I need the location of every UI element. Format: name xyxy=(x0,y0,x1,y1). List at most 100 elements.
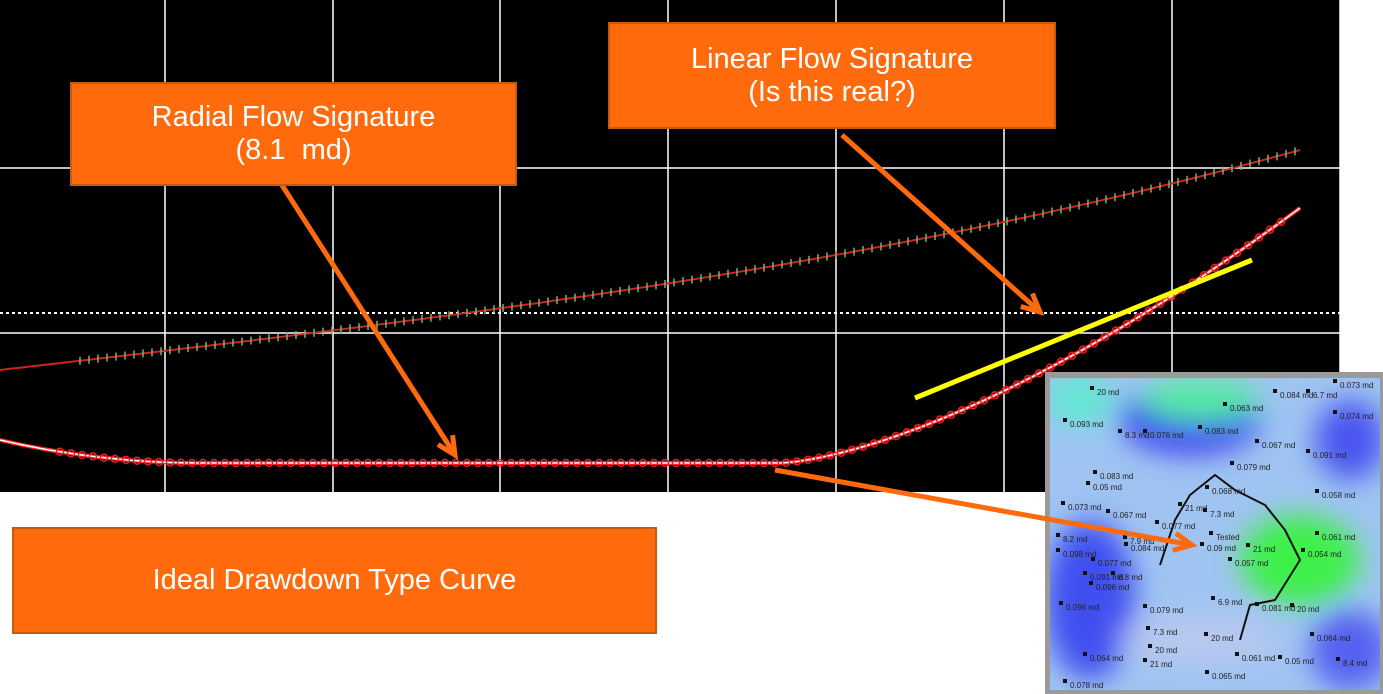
lower-marker xyxy=(869,439,879,448)
lower-marker xyxy=(55,447,65,456)
lower-marker xyxy=(66,449,76,458)
well-marker xyxy=(1273,389,1277,393)
map-label: 0.061 md xyxy=(1242,654,1275,663)
map-label: 8.8 md xyxy=(1118,573,1142,582)
lower-marker xyxy=(187,458,197,468)
well-marker xyxy=(1059,601,1063,605)
well-marker xyxy=(1315,489,1319,493)
map-label: 0.079 md xyxy=(1150,606,1183,615)
lower-marker xyxy=(770,458,780,468)
lower-marker xyxy=(451,458,461,468)
well-marker xyxy=(1143,604,1147,608)
lower-marker xyxy=(880,435,890,445)
well-marker xyxy=(1056,533,1060,537)
map-label: 0.078 md xyxy=(1070,681,1103,690)
lower-marker xyxy=(440,458,450,468)
well-marker xyxy=(1093,470,1097,474)
lower-marker xyxy=(781,458,791,467)
lower-marker xyxy=(462,458,472,468)
well-marker xyxy=(1278,655,1282,659)
lower-marker xyxy=(330,458,340,468)
lower-marker xyxy=(286,458,296,468)
well-marker xyxy=(1204,632,1208,636)
well-marker xyxy=(1209,531,1213,535)
map-label: 0.077 md xyxy=(1162,522,1195,531)
lower-marker xyxy=(1210,263,1220,273)
lower-marker xyxy=(1122,319,1132,329)
well-marker xyxy=(1230,461,1234,465)
lower-marker xyxy=(341,458,351,468)
map-label: 0.05 md xyxy=(1093,483,1122,492)
lower-marker xyxy=(121,455,131,465)
well-marker xyxy=(1083,571,1087,575)
arrow-shaft xyxy=(840,133,1042,314)
well-marker xyxy=(1290,603,1294,607)
map-label: 7.3 md xyxy=(1210,510,1234,519)
lower-marker xyxy=(946,410,956,420)
map-label: 0.096 md xyxy=(1096,583,1129,592)
fit-line xyxy=(914,257,1253,401)
callout-text: Ideal Drawdown Type Curve xyxy=(152,564,517,596)
well-marker xyxy=(1333,379,1337,383)
well-marker xyxy=(1223,402,1227,406)
callout-text: (Is this real?) xyxy=(748,75,916,108)
lower-marker xyxy=(561,458,571,468)
lower-marker xyxy=(902,427,912,437)
lower-marker xyxy=(550,458,560,468)
map-label: 21 md xyxy=(1185,504,1207,513)
upper-curve xyxy=(0,149,1301,371)
lower-marker xyxy=(605,458,615,468)
lower-marker xyxy=(792,457,802,466)
lower-marker xyxy=(506,458,516,468)
well-marker xyxy=(1200,542,1204,546)
map-label: 0.054 md xyxy=(1308,550,1341,559)
well-marker xyxy=(1306,389,1310,393)
callout: Linear Flow Signature (Is this real?) xyxy=(608,22,1056,129)
well-marker xyxy=(1246,543,1250,547)
well-marker xyxy=(1336,657,1340,661)
map-label: 21 md xyxy=(1150,660,1172,669)
lower-marker xyxy=(693,458,703,468)
well-marker xyxy=(1124,542,1128,546)
callout-text: (8.1 md) xyxy=(235,134,352,166)
arrow-head xyxy=(436,434,459,460)
lower-marker xyxy=(308,458,318,468)
map-label: 6.7 md xyxy=(1313,391,1337,400)
lower-marker xyxy=(748,458,758,468)
map-label: 8.3 md xyxy=(1125,431,1149,440)
well-marker xyxy=(1203,508,1207,512)
lower-marker xyxy=(143,457,153,466)
well-marker xyxy=(1056,548,1060,552)
well-marker xyxy=(1111,571,1115,575)
well-marker xyxy=(1235,652,1239,656)
lower-marker xyxy=(220,458,230,468)
well-marker xyxy=(1255,602,1259,606)
lower-marker xyxy=(583,458,593,468)
lower-marker xyxy=(836,448,846,458)
map-label: 0.091 md xyxy=(1090,573,1123,582)
well-marker xyxy=(1090,386,1094,390)
well-marker xyxy=(1205,670,1209,674)
lower-marker xyxy=(231,458,241,468)
lower-marker xyxy=(638,458,648,468)
lower-marker xyxy=(649,458,659,468)
lower-marker xyxy=(77,450,87,460)
inset-map: 20 md 0.084 md 6.7 md0.073 md0.063 md0.074… xyxy=(1045,372,1383,694)
map-label: 6.9 md xyxy=(1218,598,1242,607)
lower-marker xyxy=(979,396,989,405)
arrows xyxy=(277,133,1198,553)
lower-marker xyxy=(99,453,109,462)
well-marker xyxy=(1091,557,1095,561)
lower-marker xyxy=(1001,385,1011,395)
lower-marker xyxy=(88,452,98,461)
lower-marker xyxy=(374,458,384,468)
lower-marker xyxy=(319,458,329,468)
lower-marker xyxy=(528,458,538,468)
lower-marker xyxy=(1276,217,1286,227)
lower-marker xyxy=(671,458,681,468)
well-marker xyxy=(1333,410,1337,414)
well-marker xyxy=(1143,429,1147,433)
arrow-shaft xyxy=(277,180,458,457)
map-label: 21 md xyxy=(1253,545,1275,554)
well-marker xyxy=(1086,481,1090,485)
